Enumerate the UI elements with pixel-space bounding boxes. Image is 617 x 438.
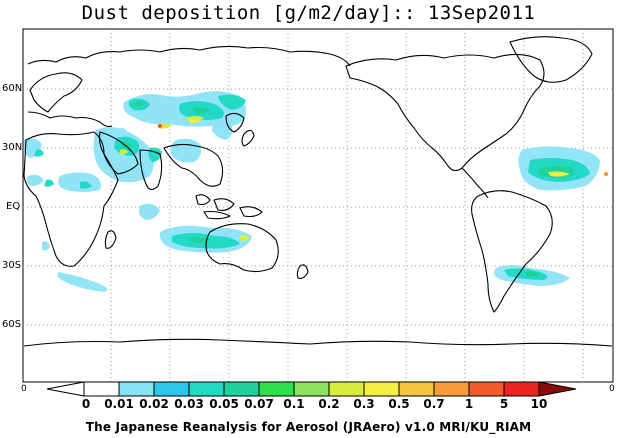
colorbar-tick-label: 0.03 [174,397,204,411]
dust-deposition-field [23,91,609,292]
colorbar-tick-label: 0.5 [388,397,410,411]
colorbar-tick-label: 0 [81,397,91,411]
colorbar-segment [188,381,225,397]
colorbar-segment [363,381,400,397]
colorbar-segment [433,381,470,397]
graticule [23,29,613,382]
colorbar-tick-label: 5 [499,397,509,411]
colorbar-tick-label: 0.1 [283,397,305,411]
colorbar-tick-label: 0.02 [139,397,169,411]
colorbar-tick-label: 0.2 [318,397,340,411]
colorbar-tick-label: 0.07 [244,397,274,411]
colorbar-segment [223,381,260,397]
coastlines [23,36,613,347]
colorbar-segment [258,381,295,397]
colorbar-segment [468,381,505,397]
colorbar-tick-label: 0.7 [423,397,445,411]
colorbar-tick-label: 0.01 [104,397,134,411]
colorbar [46,381,577,397]
colorbar-right-triangle [538,381,577,397]
colorbar-segment [293,381,330,397]
colorbar-tick-label: 10 [530,397,548,411]
colorbar-left-triangle [46,381,85,397]
axis-end-label-right: 0 [609,384,615,394]
colorbar-tick-label: 1 [464,397,474,411]
lat-label-30n: 30N [2,142,23,153]
colorbar-segment [83,381,120,397]
colorbar-tick-label: 0.3 [353,397,375,411]
colorbar-segment [503,381,540,397]
colorbar-segment [153,381,190,397]
colorbar-segment [328,381,365,397]
map-frame [22,28,614,383]
colorbar-segment [118,381,155,397]
lat-label-60s: 60S [2,319,22,330]
axis-end-label-left: 0 [21,384,27,394]
colorbar-tick-label: 0.05 [209,397,239,411]
credit-line: The Japanese Reanalysis for Aerosol (JRA… [85,420,532,434]
lat-label-30s: 30S [2,260,22,271]
map-title: Dust deposition [g/m2/day]:: 13Sep2011 [81,2,536,24]
lat-label-eq: EQ [6,201,21,212]
lat-label-60n: 60N [2,83,23,94]
colorbar-segment [398,381,435,397]
